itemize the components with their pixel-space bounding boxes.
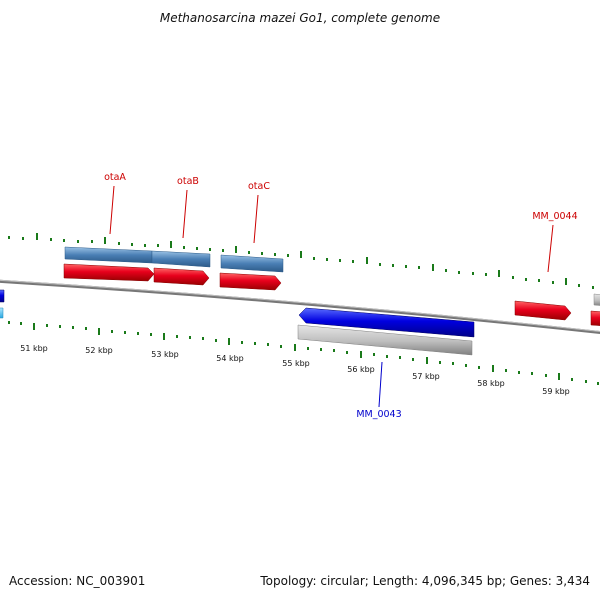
gene-label-otaB[interactable]: otaB: [177, 176, 199, 187]
forward-cds-track: [64, 246, 284, 273]
gene-label-mm0043[interactable]: MM_0043: [356, 409, 401, 420]
cds-otaA[interactable]: [64, 246, 153, 264]
scale-label: 53 kbp: [151, 350, 179, 359]
genome-backbone: [0, 279, 600, 334]
cds-otaC[interactable]: [220, 254, 284, 273]
cds-edge-right[interactable]: [593, 293, 600, 306]
gene-otaC[interactable]: [219, 272, 282, 291]
cds-otaB[interactable]: [151, 250, 211, 268]
scale-labels: 51 kbp 52 kbp 53 kbp 54 kbp 55 kbp 56 kb…: [20, 344, 570, 396]
scale-label: 59 kbp: [542, 387, 570, 396]
gene-label-otaA[interactable]: otaA: [104, 172, 126, 183]
reverse-gene-track: [0, 289, 475, 356]
scale-label: 52 kbp: [85, 346, 113, 355]
accession-text: Accession: NC_003901: [9, 574, 146, 588]
scale-label: 54 kbp: [216, 354, 244, 363]
cds-edge-left[interactable]: [0, 307, 4, 319]
genome-summary-text: Topology: circular; Length: 4,096,345 bp…: [260, 574, 590, 588]
gene-mm0043[interactable]: [298, 307, 475, 338]
gene-edge-right[interactable]: [590, 310, 600, 326]
gene-otaA[interactable]: [63, 263, 155, 282]
scale-label: 55 kbp: [282, 359, 310, 368]
gene-mm0044[interactable]: [514, 300, 572, 321]
label-leaders: [109, 185, 554, 408]
cds-mm0043[interactable]: [297, 324, 473, 356]
gene-labels: otaA otaB otaC MM_0044 MM_0043: [104, 172, 578, 420]
scale-label: 58 kbp: [477, 379, 505, 388]
map-title: Methanosarcina mazei Go1, complete genom…: [160, 11, 440, 25]
gene-label-mm0044[interactable]: MM_0044: [532, 211, 577, 222]
scale-label: 51 kbp: [20, 344, 48, 353]
gene-label-otaC[interactable]: otaC: [248, 181, 270, 192]
outer-tick-ring: [8, 233, 594, 289]
scale-label: 57 kbp: [412, 372, 440, 381]
gene-edge-left[interactable]: [0, 289, 5, 303]
inner-tick-ring: [8, 321, 599, 385]
forward-gene-track: [63, 263, 600, 326]
gene-otaB[interactable]: [153, 267, 210, 286]
scale-label: 56 kbp: [347, 365, 375, 374]
